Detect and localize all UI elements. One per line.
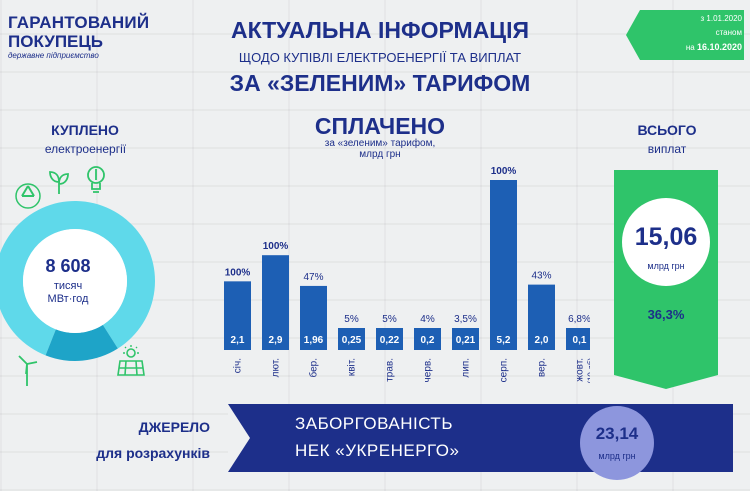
total-percent: 36,3% bbox=[647, 307, 685, 322]
bar-3 bbox=[338, 328, 365, 350]
donut-unit-2: МВт·год bbox=[47, 293, 89, 305]
date-state: станом bbox=[715, 28, 742, 37]
total-value: 15,06 bbox=[634, 223, 698, 251]
bought-label: КУПЛЕНО bbox=[51, 122, 119, 138]
page-title-tariff: ЗА «ЗЕЛЕНИМ» ТАРИФОМ bbox=[229, 70, 531, 96]
bar-chart: 2,1 100% січ. 2,9 100% лют. 1,96 47% бер. 0,25 5% к… bbox=[224, 166, 591, 384]
bar-5 bbox=[414, 328, 441, 350]
bar-percent-label: 100% bbox=[263, 241, 289, 252]
bar-percent-label: 4% bbox=[420, 314, 435, 325]
debt-title: ЗАБОРГОВАНІСТЬ bbox=[295, 414, 453, 433]
bar-percent-label: 100% bbox=[225, 267, 251, 278]
paid-sublabel-2: млрд грн bbox=[359, 149, 401, 160]
category-label: лют. bbox=[271, 358, 282, 377]
wind-turbine-icon bbox=[18, 355, 38, 386]
category-label: січ. bbox=[233, 358, 244, 373]
category-label: вер. bbox=[537, 358, 548, 377]
debt-circle bbox=[580, 406, 654, 480]
paid-label: СПЛАЧЕНО bbox=[314, 113, 446, 139]
bar-percent-label: 5% bbox=[344, 314, 359, 325]
category-label: серп. bbox=[499, 358, 510, 382]
source-sublabel: для розрахунків bbox=[96, 445, 210, 461]
category-label: бер. bbox=[308, 358, 320, 378]
date-on-label: на bbox=[685, 43, 695, 52]
bar-value-label: 2,9 bbox=[269, 335, 283, 346]
debt-company: НЕК «УКРЕНЕРГО» bbox=[295, 441, 460, 460]
bar-percent-label: 43% bbox=[531, 271, 551, 282]
date-badge bbox=[626, 10, 744, 60]
plant-icon bbox=[49, 171, 69, 194]
bar-9 bbox=[566, 328, 590, 350]
recycle-icon bbox=[15, 183, 41, 209]
bar-value-label: 0,2 bbox=[421, 335, 435, 346]
total-sublabel: виплат bbox=[647, 142, 687, 156]
bulb-icon bbox=[87, 166, 105, 193]
bar-1 bbox=[262, 255, 289, 350]
debt-unit: млрд грн bbox=[598, 451, 636, 461]
category-label: лип. bbox=[461, 358, 472, 378]
bar-8 bbox=[528, 284, 555, 350]
bar-2 bbox=[300, 285, 327, 350]
logo-caption: державне підприємство bbox=[8, 51, 99, 60]
debt-value: 23,14 bbox=[595, 424, 639, 443]
category-note: (10 дб) bbox=[587, 358, 591, 384]
donut-slice-1 bbox=[45, 324, 118, 361]
solar-panel-icon bbox=[117, 345, 145, 376]
page-subtitle: ЩОДО КУПІВЛІ ЕЛЕКТРОЕНЕРГІЇ ТА ВИПЛАТ bbox=[238, 50, 522, 65]
bar-percent-label: 47% bbox=[303, 272, 323, 283]
date-value: 16.10.2020 bbox=[696, 42, 742, 52]
total-label: ВСЬОГО bbox=[637, 122, 697, 138]
bar-6 bbox=[452, 328, 479, 350]
bar-value-label: 0,22 bbox=[380, 335, 400, 346]
bar-percent-label: 6,8% bbox=[568, 314, 590, 325]
page-title: АКТУАЛЬНА ІНФОРМАЦІЯ bbox=[230, 17, 530, 43]
category-label: трав. bbox=[385, 358, 396, 382]
donut-unit-1: тисяч bbox=[53, 280, 83, 292]
bar-7 bbox=[490, 180, 517, 350]
donut-chart bbox=[0, 200, 155, 361]
total-circle bbox=[622, 198, 710, 286]
bar-4 bbox=[376, 328, 403, 350]
bought-sublabel: електроенергії bbox=[44, 142, 127, 156]
paid-sublabel-1: за «зеленим» тарифом, bbox=[324, 138, 436, 149]
bar-percent-label: 3,5% bbox=[454, 314, 477, 325]
donut-slice-0 bbox=[0, 200, 155, 356]
category-label: квіт. bbox=[347, 358, 358, 376]
category-label: жовт. bbox=[575, 358, 586, 382]
bar-value-label: 2,1 bbox=[231, 335, 245, 346]
donut-hole bbox=[23, 229, 127, 333]
bar-percent-label: 100% bbox=[491, 166, 517, 177]
date-from: з 1.01.2020 bbox=[700, 14, 742, 23]
bar-value-label: 5,2 bbox=[497, 335, 511, 346]
logo-subtitle: ПОКУПЕЦЬ bbox=[8, 32, 104, 51]
source-label: ДЖЕРЕЛО bbox=[138, 419, 210, 435]
total-unit: млрд грн bbox=[647, 261, 685, 271]
bar-value-label: 0,21 bbox=[456, 335, 476, 346]
bar-0 bbox=[224, 281, 251, 350]
logo-title: ГАРАНТОВАНИЙ bbox=[8, 13, 150, 32]
donut-value: 8 608 bbox=[45, 256, 91, 276]
bar-value-label: 1,96 bbox=[304, 335, 324, 346]
paid-sublabel: за «зеленим» тарифом, млрд грн bbox=[280, 138, 480, 160]
bar-percent-label: 5% bbox=[382, 314, 397, 325]
bar-value-label: 0,1 bbox=[573, 335, 587, 346]
bar-value-label: 2,0 bbox=[535, 335, 549, 346]
category-label: черв. bbox=[423, 358, 434, 382]
date-on: на 16.10.2020 bbox=[646, 42, 742, 52]
bar-value-label: 0,25 bbox=[342, 335, 362, 346]
